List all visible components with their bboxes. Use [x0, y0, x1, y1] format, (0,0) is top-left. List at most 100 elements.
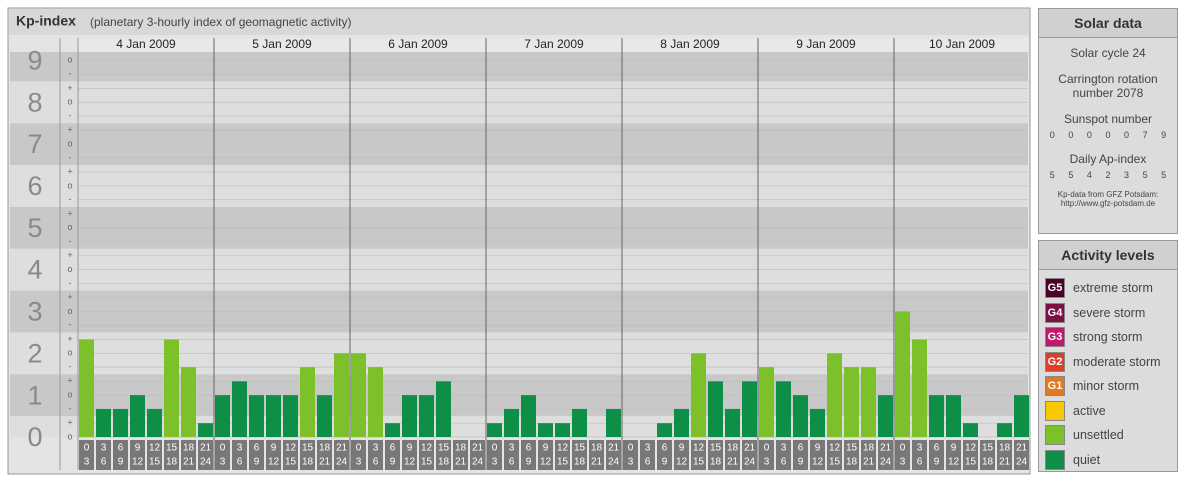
x-label-box	[317, 440, 332, 470]
sunspot-value: 7	[1142, 130, 1148, 140]
x-tick-label: 21	[880, 443, 892, 454]
x-tick-label: 6	[917, 457, 923, 468]
x-tick-label: 18	[574, 457, 586, 468]
legend-label: quiet	[1073, 452, 1101, 467]
bar	[555, 423, 570, 437]
x-tick-label: 6	[101, 457, 107, 468]
x-label-box	[419, 440, 434, 470]
x-tick-label: 0	[356, 443, 362, 454]
x-label-box	[164, 440, 179, 470]
bar	[793, 395, 808, 437]
x-tick-label: 9	[254, 457, 260, 468]
bar	[351, 353, 366, 437]
minor-tick-label: o	[67, 97, 72, 107]
x-label-box	[606, 440, 621, 470]
x-label-box	[470, 440, 485, 470]
x-tick-label: 21	[336, 443, 348, 454]
x-tick-label: 21	[744, 443, 756, 454]
x-tick-label: 21	[727, 457, 739, 468]
legend-label: minor storm	[1073, 379, 1139, 394]
x-tick-label: 12	[149, 443, 161, 454]
x-tick-label: 18	[183, 443, 195, 454]
source-url: http://www.gfz-potsdam.de	[1060, 199, 1156, 208]
x-tick-label: 15	[166, 443, 178, 454]
x-label-box	[912, 440, 927, 470]
y-tick-label: 0	[27, 422, 42, 452]
x-tick-label: 6	[254, 443, 260, 454]
header-row	[78, 38, 1028, 52]
x-tick-label: 12	[812, 457, 824, 468]
bar	[657, 423, 672, 437]
x-tick-label: 6	[934, 443, 940, 454]
x-label-box	[249, 440, 264, 470]
bar	[929, 395, 944, 437]
day-label: 5 Jan 2009	[252, 37, 312, 51]
ap-value: 5	[1049, 170, 1055, 180]
x-tick-label: 6	[373, 457, 379, 468]
plot: o+-o+-o+-o+-o+-o+-o+-o+-o+-o01234567894 …	[10, 37, 1029, 470]
legend-label: extreme storm	[1073, 281, 1153, 296]
legend-item: G5 extreme storm	[1039, 276, 1177, 301]
y-tick-label: 5	[27, 213, 42, 243]
x-tick-label: 6	[781, 457, 787, 468]
y-tick-label: 6	[27, 171, 42, 201]
x-tick-label: 3	[101, 443, 107, 454]
x-tick-label: 15	[710, 443, 722, 454]
x-tick-label: 6	[237, 457, 243, 468]
x-tick-label: 21	[472, 443, 484, 454]
x-label-box	[538, 440, 553, 470]
bar	[606, 408, 621, 437]
x-tick-label: 15	[421, 457, 433, 468]
x-label-box	[368, 440, 383, 470]
x-label-box	[351, 440, 366, 470]
minor-tick-label: o	[67, 306, 72, 316]
x-tick-label: 18	[999, 443, 1011, 454]
day-label: 7 Jan 2009	[524, 37, 584, 51]
x-label-box	[96, 440, 111, 470]
panel-title: Solar data	[1039, 9, 1177, 38]
bar	[1014, 395, 1029, 437]
x-tick-label: 18	[727, 443, 739, 454]
x-tick-label: 3	[509, 443, 515, 454]
x-label-box	[895, 440, 910, 470]
sunspot-value: 0	[1124, 130, 1130, 140]
x-tick-label: 21	[319, 457, 331, 468]
bar	[419, 395, 434, 437]
x-tick-label: 15	[574, 443, 586, 454]
x-tick-label: 6	[645, 457, 651, 468]
x-label-box	[453, 440, 468, 470]
legend-item: G4 severe storm	[1039, 301, 1177, 326]
x-tick-label: 24	[880, 457, 892, 468]
ap-value: 5	[1142, 170, 1148, 180]
x-label-box	[504, 440, 519, 470]
carrington: Carrington rotation number 2078	[1058, 72, 1158, 100]
legend: G5 extreme storm G4 severe storm G3 strong st…	[1039, 270, 1177, 472]
bar	[385, 423, 400, 437]
bar	[283, 395, 298, 437]
minor-tick-label: +	[67, 208, 72, 218]
x-tick-label: 21	[1016, 443, 1028, 454]
x-tick-label: 12	[676, 457, 688, 468]
x-label-box	[793, 440, 808, 470]
x-tick-label: 15	[302, 443, 314, 454]
x-tick-label: 21	[999, 457, 1011, 468]
x-label-box	[844, 440, 859, 470]
x-tick-label: 12	[540, 457, 552, 468]
legend-swatch: G5	[1045, 278, 1065, 299]
bar	[147, 408, 162, 437]
x-tick-label: 15	[829, 457, 841, 468]
x-tick-label: 9	[407, 443, 413, 454]
x-tick-label: 15	[285, 457, 297, 468]
x-label-box	[113, 440, 128, 470]
minor-tick-label: -	[69, 194, 72, 204]
x-label-box	[742, 440, 757, 470]
x-label-box	[572, 440, 587, 470]
x-label-box	[725, 440, 740, 470]
x-label-box	[759, 440, 774, 470]
minor-tick-label: o	[67, 138, 72, 148]
day-label: 4 Jan 2009	[116, 37, 176, 51]
x-tick-label: 18	[846, 457, 858, 468]
x-tick-label: 9	[934, 457, 940, 468]
bar	[759, 367, 774, 437]
legend-item: G2 moderate storm	[1039, 350, 1177, 375]
